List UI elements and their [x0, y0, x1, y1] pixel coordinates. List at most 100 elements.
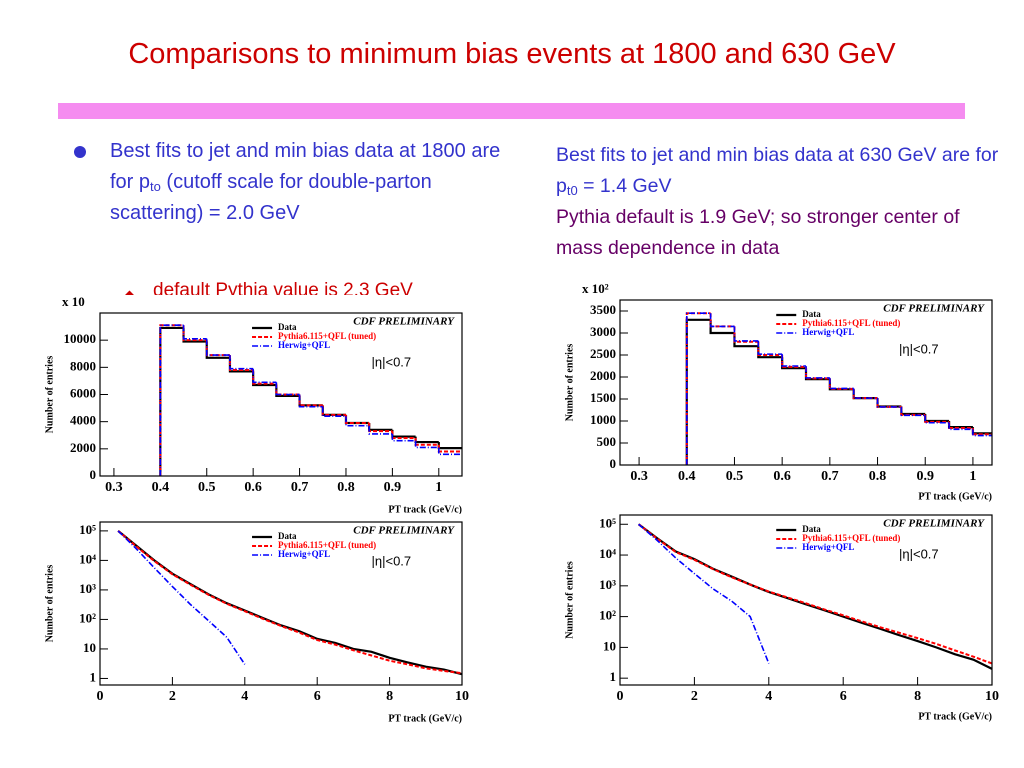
x-tick-label: 8 [386, 689, 393, 704]
histogram-bin [275, 384, 300, 397]
series-line [637, 523, 992, 665]
subscript: t0 [566, 183, 578, 198]
histogram-bin [781, 357, 806, 370]
text: = 1.4 GeV [577, 175, 672, 197]
x-tick-label: 0.7 [291, 480, 309, 495]
y-tick-label: 2000 [590, 368, 616, 383]
legend-label: Herwig+QFL [802, 327, 854, 337]
x-tick-label: 0.4 [152, 480, 170, 495]
x-tick-label: 8 [914, 689, 921, 704]
histogram-bin [391, 433, 416, 442]
histogram-bin [900, 406, 926, 417]
annotation: |η|<0.7 [899, 546, 939, 561]
text: Best fits to jet and min bias data at 18… [110, 140, 501, 193]
x-tick-label: 1 [969, 469, 976, 484]
x-tick-label: 0.3 [630, 469, 648, 484]
legend-label: Data [278, 531, 297, 541]
y-tick-label: 1 [90, 669, 97, 684]
legend-label: Data [802, 309, 821, 319]
y-tick-label: 10 [603, 638, 616, 653]
y-tick-label: 10⁵ [79, 522, 96, 537]
histogram-bin [829, 377, 854, 390]
y-tick-label: 3000 [590, 324, 616, 339]
annotation: CDF PRELIMINARY [883, 518, 985, 530]
x-tick-label: 0.3 [105, 480, 123, 495]
x-tick-label: 0.4 [678, 469, 696, 484]
histogram-bin [275, 382, 300, 396]
histogram-bin [733, 326, 759, 343]
x-tick-label: 0.6 [773, 469, 791, 484]
y-tick-label: 1000 [590, 412, 616, 427]
x-tick-label: 10 [985, 689, 999, 704]
x-tick-label: 0.6 [244, 480, 262, 495]
y-tick-label: 1 [610, 669, 617, 684]
y-tick-label: 1500 [590, 390, 616, 405]
plot-frame [619, 299, 993, 466]
histogram-bin [321, 406, 346, 418]
y-axis-label: Number of entries [44, 356, 55, 434]
y-tick-label: 2000 [70, 440, 96, 455]
histogram-bin [685, 312, 711, 465]
text: Best fits to jet and min bias data at 63… [556, 144, 999, 197]
x-axis-label: PT track (GeV/c) [388, 504, 462, 515]
histogram-bin [159, 324, 184, 476]
x-axis-label: PT track (GeV/c) [918, 491, 992, 502]
y-tick-label: 10² [599, 608, 616, 623]
y-tick-label: 10⁴ [599, 546, 616, 561]
text: (cutoff scale for double-parton scatteri… [110, 171, 432, 224]
legend-label: Pythia6.115+QFL (tuned) [802, 533, 900, 543]
histogram-bin [709, 313, 735, 328]
y-tick-label: 10 [83, 640, 96, 655]
chart-panel [42, 514, 468, 728]
chart-panel [565, 508, 1000, 726]
histogram-bin [876, 398, 902, 408]
x-tick-label: 2 [169, 689, 176, 704]
purple-text: Pythia default is 1.9 GeV; so stronger c… [556, 206, 960, 259]
histogram-bin [252, 371, 277, 387]
histogram-bin [805, 366, 830, 379]
annotation: |η|<0.7 [372, 354, 412, 369]
x-tick-label: 0 [617, 689, 624, 704]
plot-frame [99, 521, 463, 686]
y-axis-label: Number of entries [564, 344, 575, 422]
y-tick-label: 10000 [64, 331, 97, 346]
x-tick-label: 2 [691, 689, 698, 704]
y-tick-label: 8000 [70, 358, 96, 373]
chart-panel [565, 264, 1000, 506]
axis-multiplier: x 10² [582, 281, 609, 296]
histogram-bin [205, 338, 230, 356]
x-tick-label: 0.5 [198, 480, 216, 495]
axis-multiplier: x 10 [62, 294, 85, 309]
slide-title: Comparisons to minimum bias events at 18… [128, 38, 896, 70]
y-tick-label: 3500 [590, 302, 616, 317]
histogram-bin [298, 394, 323, 408]
x-tick-label: 0.7 [821, 469, 839, 484]
x-tick-label: 0.9 [384, 480, 402, 495]
legend-label: Pythia6.115+QFL (tuned) [278, 540, 376, 550]
y-tick-label: 10⁵ [599, 515, 616, 530]
x-tick-label: 1 [435, 480, 442, 495]
y-tick-label: 10³ [599, 577, 616, 592]
title-underline [58, 103, 965, 119]
bullet-dot [74, 146, 86, 158]
histogram-bin [345, 416, 370, 427]
legend-label: Data [278, 322, 297, 332]
histogram-bin [948, 422, 973, 431]
x-tick-label: 0 [97, 689, 104, 704]
subscript: to [150, 179, 161, 194]
histogram-bin [757, 340, 783, 355]
y-tick-label: 0 [610, 456, 617, 471]
histogram-bin [972, 429, 992, 437]
annotation: |η|<0.7 [372, 553, 412, 568]
plot-frame [619, 514, 993, 686]
histogram-bin [228, 355, 254, 372]
histogram-bin [437, 447, 462, 456]
x-tick-label: 4 [241, 689, 248, 704]
x-tick-label: 0.8 [337, 480, 355, 495]
x-tick-label: 0.5 [726, 469, 744, 484]
histogram-bin [182, 325, 207, 342]
blue-text: Best fits to jet and min bias data at 63… [556, 140, 1006, 202]
y-tick-label: 10⁴ [79, 551, 96, 566]
